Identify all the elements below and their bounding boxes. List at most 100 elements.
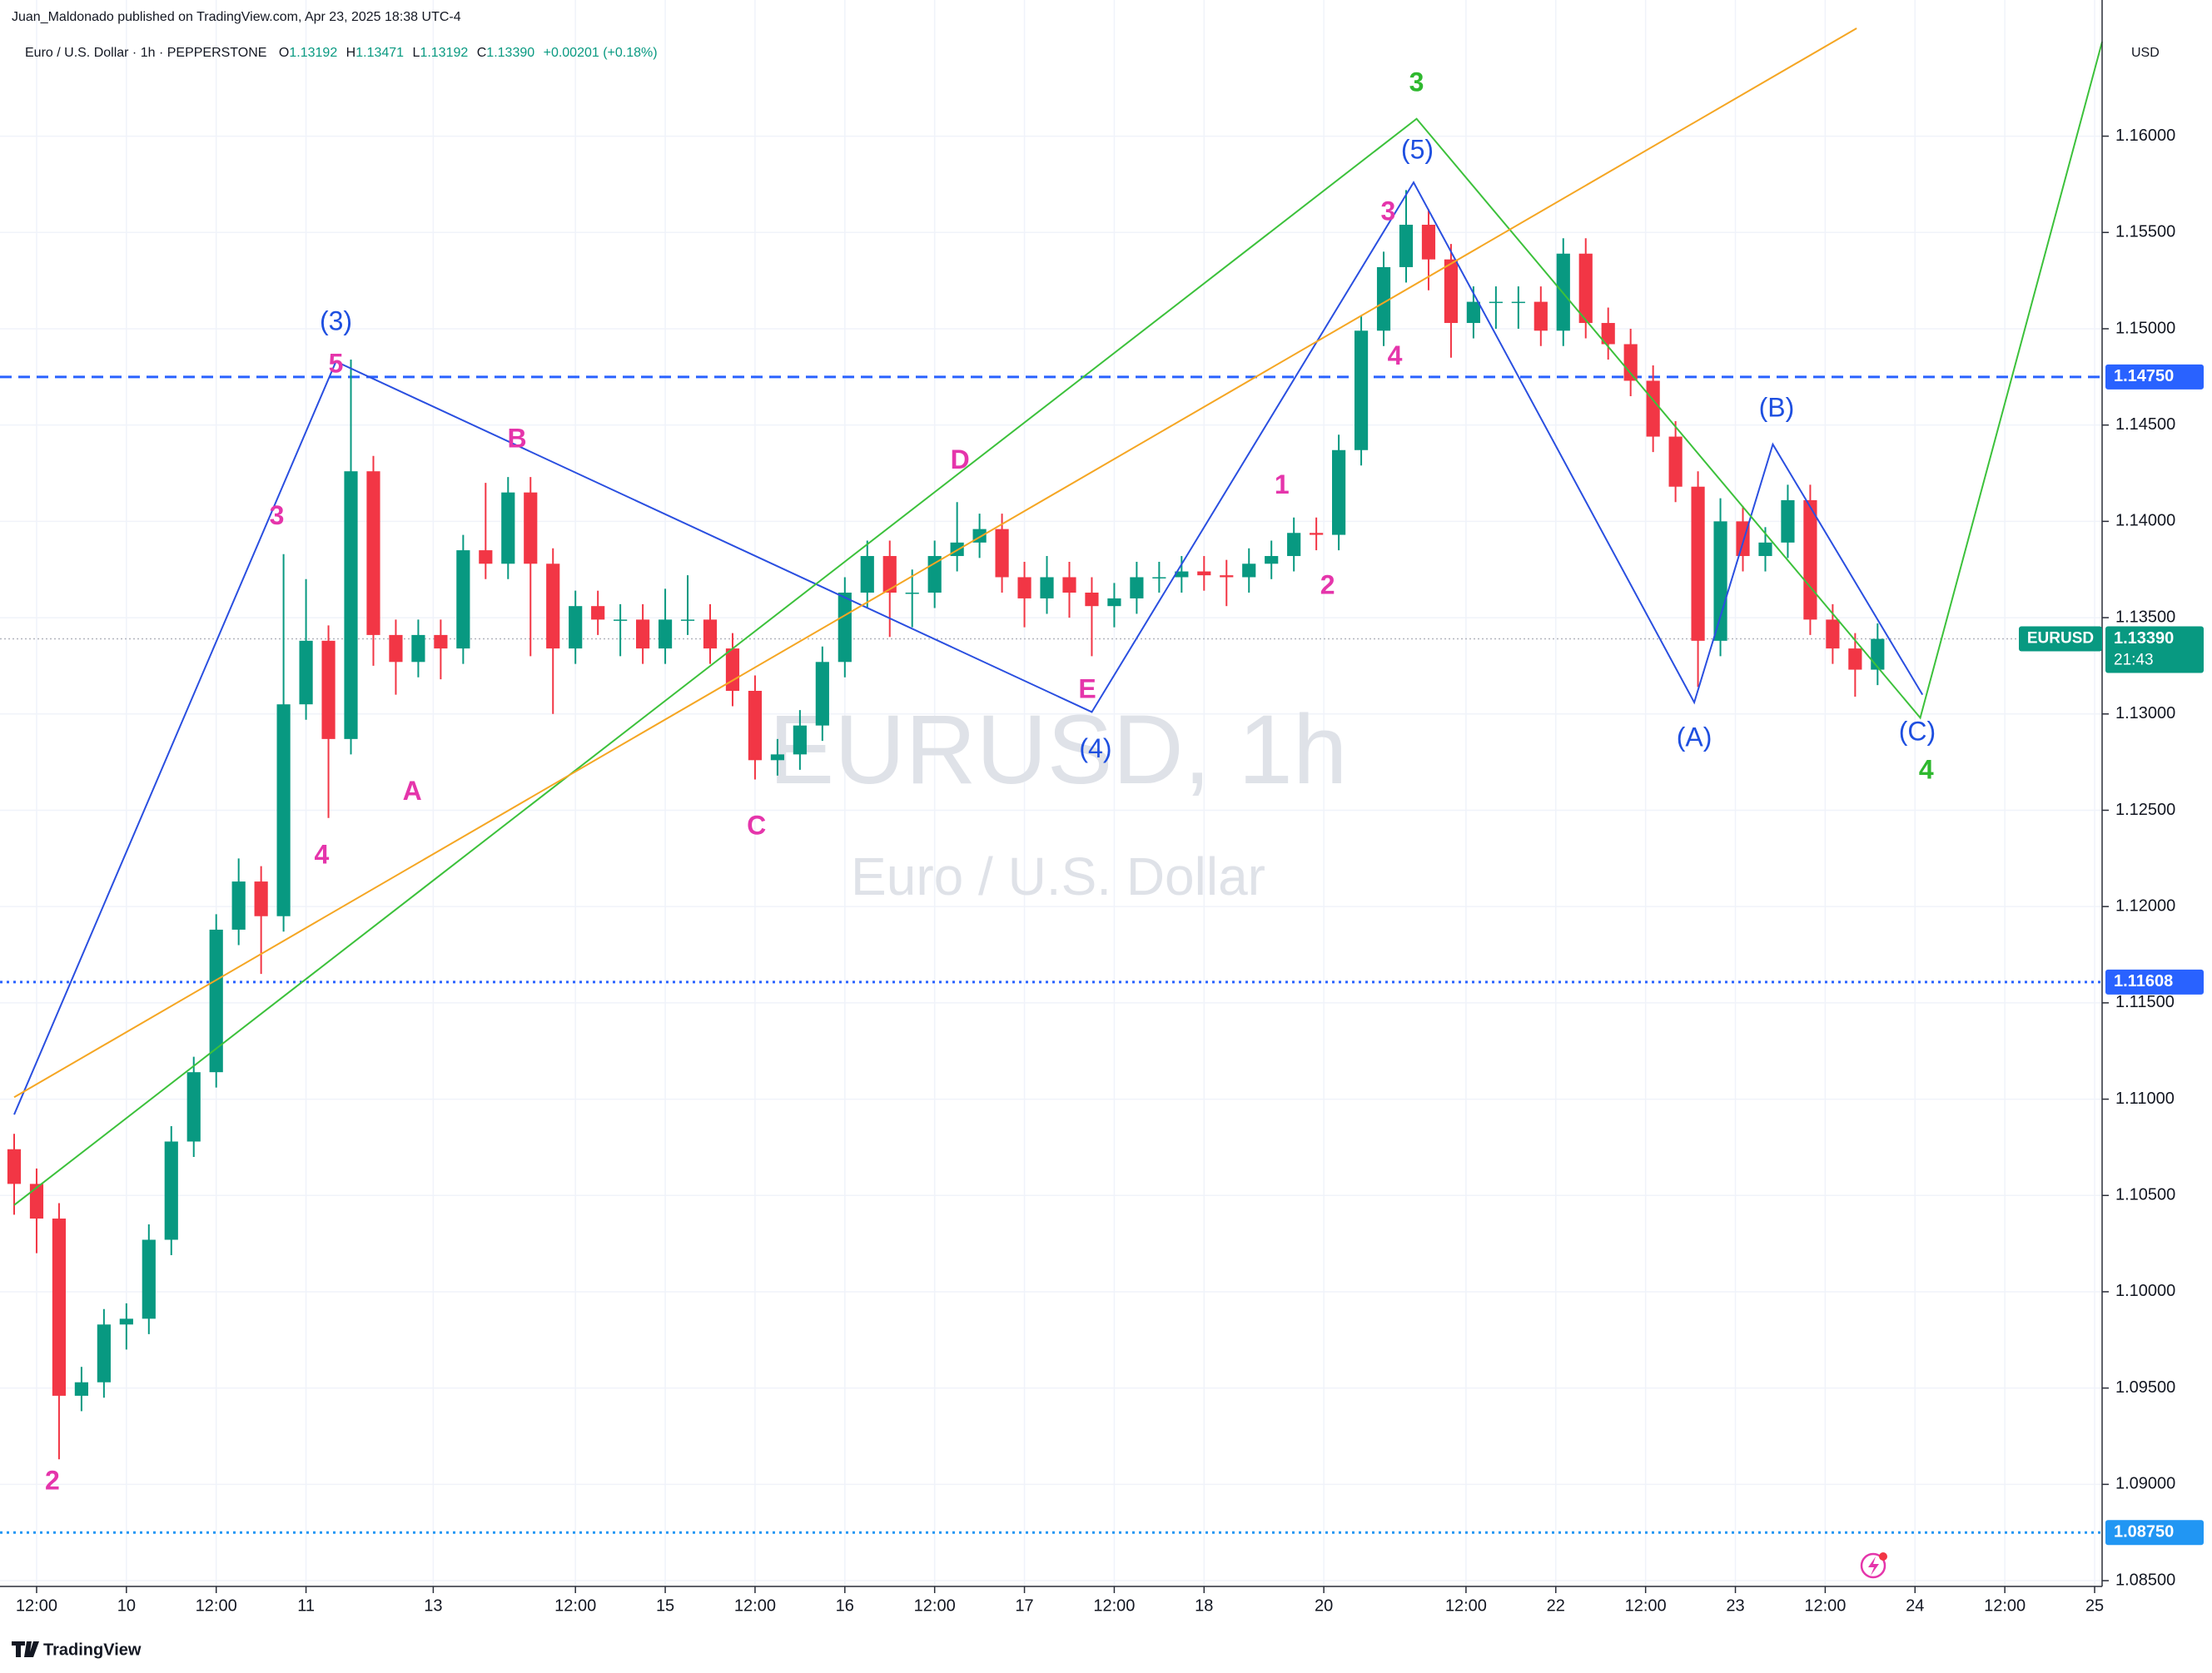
- price-line-label: 1.14750: [2114, 367, 2174, 385]
- y-tick-label: 1.09000: [2115, 1475, 2175, 1493]
- candle-body: [1691, 486, 1705, 641]
- candle-body: [927, 556, 942, 593]
- x-tick-label: 18: [1195, 1596, 1213, 1615]
- change: +0.00201 (+0.18%): [544, 46, 658, 60]
- y-tick-label: 1.13500: [2115, 608, 2175, 626]
- candle-body: [1871, 638, 1885, 670]
- price-line-badge: [2105, 364, 2204, 390]
- wave-label: D: [951, 444, 970, 474]
- x-tick-label: 12:00: [1445, 1596, 1487, 1615]
- candle-body: [838, 592, 852, 663]
- y-tick-label: 1.10500: [2115, 1186, 2175, 1204]
- candle-body: [1489, 301, 1503, 304]
- wave-label: 3: [1381, 196, 1396, 226]
- y-tick-label: 1.15500: [2115, 223, 2175, 241]
- candle-body: [1848, 648, 1862, 670]
- countdown-label: 21:43: [2114, 652, 2154, 669]
- candle-body: [770, 754, 784, 761]
- candle-body: [995, 529, 1009, 578]
- candle-body: [1758, 542, 1772, 557]
- candle-body: [1175, 571, 1189, 578]
- ohlc-label: C: [477, 46, 487, 60]
- candle-body: [209, 929, 223, 1073]
- candle-body: [1376, 266, 1391, 331]
- candle-body: [501, 492, 515, 564]
- y-tick-label: 1.12000: [2115, 896, 2175, 915]
- published-line: Juan_Maldonado published on TradingView.…: [12, 10, 461, 24]
- candle-body: [29, 1184, 44, 1219]
- candle-body: [164, 1141, 178, 1240]
- wave-label: 2: [45, 1465, 60, 1495]
- candle-body: [658, 619, 673, 649]
- candle-body: [1354, 330, 1369, 450]
- candle-body: [1826, 619, 1840, 649]
- candle-body: [1220, 575, 1234, 578]
- x-tick-label: 11: [297, 1596, 315, 1615]
- candle-body: [231, 881, 246, 930]
- x-tick-label: 25: [2085, 1596, 2104, 1615]
- candle-body: [1646, 380, 1660, 437]
- candle-body: [1017, 577, 1031, 598]
- wave-label: 3: [270, 500, 285, 530]
- symbol-badge: [2019, 626, 2102, 652]
- candle-body: [389, 634, 403, 663]
- candle-body: [882, 556, 897, 593]
- candle-body: [569, 606, 583, 649]
- candle-body: [411, 634, 425, 663]
- candle-body: [97, 1324, 111, 1383]
- candle-body: [321, 640, 336, 739]
- candle-body: [344, 471, 358, 739]
- candle-body: [680, 619, 695, 621]
- candle-body: [254, 881, 268, 916]
- candle-body: [1310, 533, 1324, 535]
- y-tick-label: 1.14000: [2115, 512, 2175, 530]
- candle-body: [905, 592, 919, 594]
- x-tick-label: 12:00: [1625, 1596, 1667, 1615]
- candle-body: [299, 640, 313, 705]
- candle-body: [1332, 449, 1346, 535]
- y-tick-label: 1.12500: [2115, 801, 2175, 819]
- symbol-legend: Euro / U.S. Dollar · 1h · PEPPERSTONE O1…: [25, 46, 658, 60]
- last-price-badge: [2105, 626, 2204, 673]
- brand-logo[interactable]: TradingView: [12, 1641, 142, 1659]
- wave-label: 3: [1409, 67, 1424, 97]
- x-tick-label: 13: [424, 1596, 442, 1615]
- candle-body: [1062, 577, 1076, 593]
- x-tick-label: 15: [656, 1596, 674, 1615]
- x-tick-label: 12:00: [734, 1596, 776, 1615]
- wave-label: 4: [1919, 755, 1934, 785]
- alert-icon[interactable]: [1860, 1552, 1887, 1579]
- candle-body: [456, 550, 470, 649]
- wave-label: A: [403, 776, 422, 806]
- symbol-name: Euro / U.S. Dollar · 1h · PEPPERSTONE: [25, 46, 266, 60]
- candle-body: [366, 471, 380, 635]
- candle-body: [1511, 301, 1525, 304]
- x-tick-label: 12:00: [16, 1596, 57, 1615]
- candle-body: [1601, 323, 1615, 345]
- candle-body: [1803, 499, 1817, 620]
- wave-label: (B): [1759, 393, 1795, 423]
- price-line-badge: [2105, 1520, 2204, 1546]
- y-tick-label: 1.08500: [2115, 1571, 2175, 1589]
- brand-name: TradingView: [43, 1641, 142, 1659]
- candle-body: [524, 492, 538, 564]
- x-tick-label: 12:00: [914, 1596, 956, 1615]
- wave-label: 4: [1388, 340, 1403, 370]
- y-tick-label: 1.11500: [2115, 993, 2175, 1011]
- watermark-subtitle: Euro / U.S. Dollar: [851, 846, 1265, 906]
- candle-body: [1107, 598, 1121, 607]
- wave-line: [13, 181, 1924, 1115]
- x-tick-label: 23: [1726, 1596, 1744, 1615]
- y-tick-label: 1.09500: [2115, 1378, 2175, 1397]
- candle-body: [1421, 225, 1436, 260]
- candle-body: [1578, 253, 1593, 324]
- y-tick-label: 1.14500: [2115, 415, 2175, 434]
- x-tick-label: 12:00: [554, 1596, 596, 1615]
- y-tick-label: 1.16000: [2115, 127, 2175, 145]
- candle-body: [74, 1382, 88, 1396]
- watermark-title: EURUSD, 1h: [768, 695, 1347, 805]
- candle-body: [725, 648, 740, 692]
- price-line-label: 1.08750: [2114, 1522, 2174, 1541]
